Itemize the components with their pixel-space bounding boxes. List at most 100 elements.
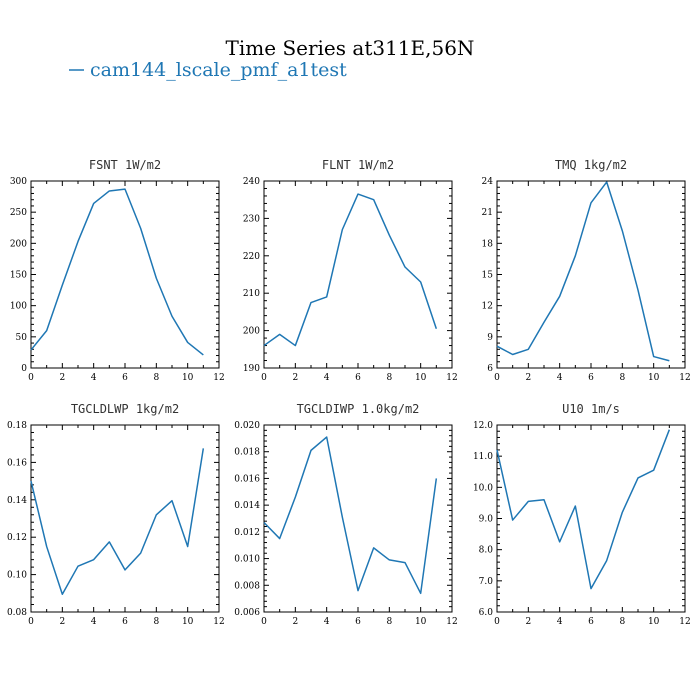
x-tick-label: 2 <box>525 617 531 627</box>
series-line <box>263 193 438 347</box>
y-tick-label: 0.12 <box>7 533 27 543</box>
x-tick-label: 2 <box>525 373 531 383</box>
y-tick-label: 15 <box>482 271 494 281</box>
x-tick-label: 10 <box>182 617 194 627</box>
y-tick-label: 0.006 <box>234 608 260 618</box>
subplot-2: FLNT 1W/m2 0 2 4 6 8 10 12 190 200 210 220 230 240 <box>243 158 458 383</box>
y-tick-label: 8.0 <box>479 546 494 556</box>
y-tick-label: 200 <box>10 239 27 249</box>
x-tick-label: 10 <box>415 373 427 383</box>
y-tick-label: 0 <box>21 364 27 374</box>
x-tick-label: 8 <box>153 373 159 383</box>
y-tick-label: 0.016 <box>234 474 260 484</box>
subplot-1: FSNT 1W/m2 0 2 4 6 8 10 12 0 50 100 150 200 250 300 <box>10 158 225 383</box>
y-tick-label: 250 <box>10 208 27 218</box>
x-tick-label: 6 <box>122 617 128 627</box>
x-tick-label: 10 <box>648 373 660 383</box>
x-tick-label: 8 <box>386 617 392 627</box>
subplot-title: FLNT 1W/m2 <box>322 158 394 172</box>
series-line <box>496 181 670 362</box>
x-tick-label: 12 <box>446 373 457 383</box>
subplot-title: TGCLDLWP 1kg/m2 <box>71 402 179 416</box>
y-tick-label: 12.0 <box>473 421 493 431</box>
y-tick-label: 50 <box>16 333 28 343</box>
x-tick-label: 4 <box>91 373 97 383</box>
x-tick-label: 12 <box>446 617 457 627</box>
plot-frame <box>30 180 220 369</box>
x-tick-label: 0 <box>28 373 34 383</box>
x-tick-label: 6 <box>588 373 594 383</box>
x-tick-label: 4 <box>324 373 330 383</box>
subplot-title: TGCLDIWP 1.0kg/m2 <box>297 402 420 416</box>
x-tick-label: 2 <box>292 617 298 627</box>
y-tick-label: 100 <box>10 302 27 312</box>
x-tick-label: 12 <box>679 617 690 627</box>
y-tick-label: 240 <box>243 177 260 187</box>
series-line <box>30 188 204 356</box>
x-tick-label: 0 <box>261 373 267 383</box>
subplot-5: TGCLDIWP 1.0kg/m2 0 2 4 6 8 10 12 0.006 0.008 0.01… <box>234 402 457 627</box>
x-tick-label: 0 <box>494 617 500 627</box>
y-tick-label: 230 <box>243 214 260 224</box>
y-tick-label: 0.012 <box>234 528 260 538</box>
legend-label: cam144_lscale_pmf_a1test <box>90 59 347 81</box>
x-tick-label: 10 <box>648 617 660 627</box>
y-tick-label: 150 <box>10 271 27 281</box>
subplot-4: TGCLDLWP 1kg/m2 0 2 4 6 8 10 12 0.08 0.10 0.12 0.14… <box>7 402 225 627</box>
figure-title: Time Series at311E,56N <box>226 36 475 60</box>
x-tick-label: 2 <box>59 373 65 383</box>
subplot-grid: FSNT 1W/m20 2 4 6 8 10 12050100150200250300FLN… <box>7 158 691 627</box>
x-tick-label: 12 <box>213 373 224 383</box>
y-tick-label: 200 <box>243 327 260 337</box>
x-tick-label: 8 <box>386 373 392 383</box>
y-tick-label: 190 <box>243 364 260 374</box>
y-tick-label: 12 <box>482 302 493 312</box>
y-tick-label: 0.014 <box>234 501 260 511</box>
y-tick-label: 7.0 <box>479 577 494 587</box>
y-tick-label: 21 <box>482 208 493 218</box>
x-tick-label: 6 <box>122 373 128 383</box>
x-tick-label: 2 <box>59 617 65 627</box>
x-tick-label: 6 <box>588 617 594 627</box>
y-tick-label: 24 <box>482 177 494 187</box>
y-tick-label: 6.0 <box>479 608 494 618</box>
x-tick-label: 10 <box>182 373 194 383</box>
x-tick-label: 4 <box>557 373 563 383</box>
y-tick-label: 0.020 <box>234 421 260 431</box>
x-tick-label: 6 <box>355 373 361 383</box>
x-tick-label: 12 <box>679 373 690 383</box>
x-tick-label: 4 <box>324 617 330 627</box>
y-tick-label: 18 <box>482 239 494 249</box>
x-tick-label: 6 <box>355 617 361 627</box>
x-tick-label: 0 <box>261 617 267 627</box>
plot-frame <box>263 424 453 613</box>
y-tick-label: 0.010 <box>234 555 260 565</box>
plot-frame <box>496 180 686 369</box>
y-tick-label: 0.08 <box>7 608 27 618</box>
y-tick-label: 0.008 <box>234 581 260 591</box>
x-tick-label: 4 <box>91 617 97 627</box>
y-tick-label: 210 <box>243 289 260 299</box>
y-tick-label: 0.16 <box>7 458 27 468</box>
series-line <box>496 429 671 590</box>
y-tick-label: 220 <box>243 252 260 262</box>
y-tick-label: 0.18 <box>7 421 27 431</box>
x-tick-label: 8 <box>619 373 625 383</box>
y-tick-label: 0.10 <box>7 571 27 581</box>
legend: cam144_lscale_pmf_a1test <box>69 59 347 81</box>
x-tick-label: 8 <box>153 617 159 627</box>
subplot-6: U10 1m/s 0 2 4 6 8 10 12 6.0 7.0 8.0 9.0 10.0 11.0 12.… <box>473 402 691 627</box>
y-tick-label: 9.0 <box>479 515 494 525</box>
x-tick-label: 12 <box>213 617 224 627</box>
y-tick-label: 11.0 <box>473 452 493 462</box>
x-tick-label: 2 <box>292 373 298 383</box>
series-line <box>263 436 438 595</box>
x-tick-label: 8 <box>619 617 625 627</box>
x-tick-label: 0 <box>28 617 34 627</box>
y-tick-label: 10.0 <box>473 483 493 493</box>
plot-frame <box>496 424 686 613</box>
y-tick-label: 9 <box>487 333 493 343</box>
series-line <box>30 448 205 595</box>
